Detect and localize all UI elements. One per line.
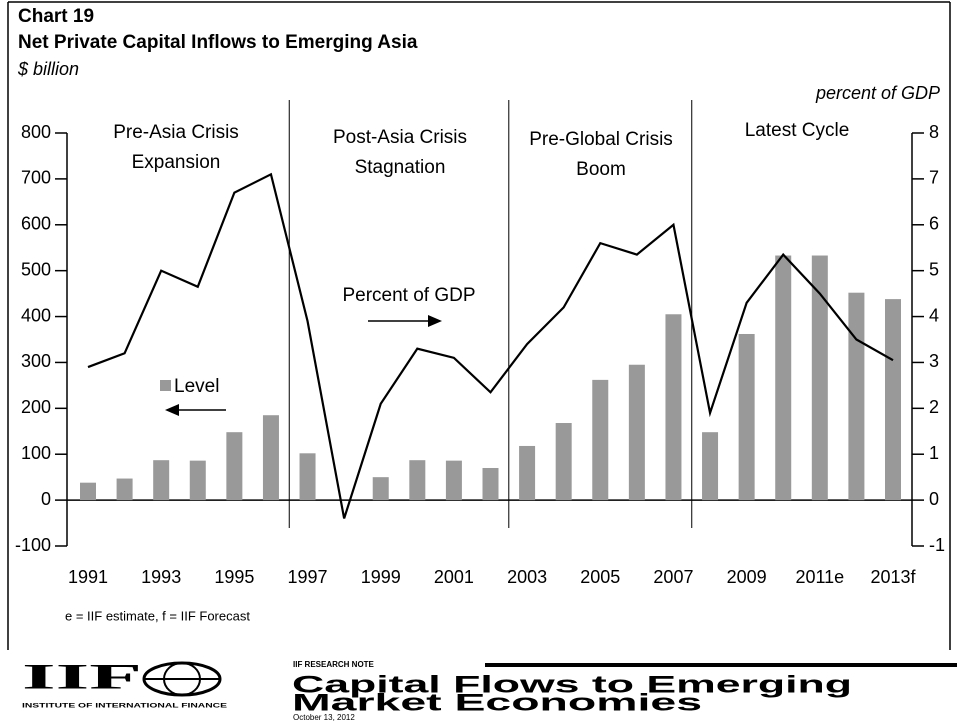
y-tick-label: 0 <box>41 489 51 509</box>
report-title: Capital Flows to Emerging <box>292 671 852 698</box>
report-date: October 13, 2012 <box>293 713 355 722</box>
x-tick-label: 1991 <box>68 567 108 587</box>
y-tick-label: 300 <box>21 351 51 371</box>
y-axis-label: $ billion <box>17 59 79 79</box>
legend-arrowhead <box>165 404 179 416</box>
section-label: Stagnation <box>355 157 446 178</box>
bar <box>592 379 609 501</box>
y-tick-label: 700 <box>21 168 51 188</box>
x-tick-label: 1993 <box>141 567 181 587</box>
section-label: Latest Cycle <box>745 120 850 141</box>
bar <box>482 467 499 501</box>
y2-tick-label: -1 <box>929 535 945 555</box>
section-label: Post-Asia Crisis <box>333 127 467 148</box>
x-tick-label: 2001 <box>434 567 474 587</box>
logo: IIF INSTITUTE OF INTERNATIONAL FINANCE <box>22 656 228 709</box>
y2-tick-label: 4 <box>929 305 939 325</box>
bar <box>262 415 279 501</box>
legend-label: Percent of GDP <box>342 285 475 306</box>
rule <box>485 663 957 667</box>
bar <box>372 477 389 501</box>
x-tick-label: 1999 <box>361 567 401 587</box>
y-tick-label: 200 <box>21 397 51 417</box>
x-tick-label: 2011e <box>795 567 844 587</box>
bar <box>702 432 719 501</box>
bar <box>519 445 536 501</box>
bar <box>116 478 133 501</box>
y2-tick-label: 2 <box>929 397 939 417</box>
x-tick-label: 2009 <box>727 567 767 587</box>
y-tick-label: 500 <box>21 259 51 279</box>
y-tick-label: -100 <box>15 535 51 555</box>
bar <box>80 482 96 501</box>
y2-axis-label: percent of GDP <box>815 83 940 103</box>
y2-tick-label: 3 <box>929 351 939 371</box>
footnote: e = IIF estimate, f = IIF Forecast <box>65 608 250 623</box>
bar <box>738 333 755 501</box>
chart-title: Net Private Capital Inflows to Emerging … <box>18 32 418 53</box>
bar <box>189 460 206 501</box>
note-label: IIF RESEARCH NOTE <box>293 660 375 669</box>
section-label: Boom <box>576 159 626 180</box>
legend-label: Level <box>174 376 219 397</box>
y2-tick-label: 5 <box>929 259 939 279</box>
y2-tick-label: 0 <box>929 489 939 509</box>
section-label: Expansion <box>132 152 221 173</box>
report-title: Market Economies <box>292 689 702 716</box>
x-tick-label: 2003 <box>507 567 547 587</box>
bar <box>555 423 572 501</box>
bar <box>811 255 828 501</box>
legend-arrowhead <box>428 315 442 327</box>
y-tick-label: 400 <box>21 305 51 325</box>
institute: INSTITUTE OF INTERNATIONAL FINANCE <box>22 703 228 710</box>
bar <box>628 364 645 501</box>
line <box>87 172 894 519</box>
bar <box>848 292 865 501</box>
y2-tick-label: 7 <box>929 168 939 188</box>
x-tick-label: 1995 <box>214 567 254 587</box>
section-label: Pre-Asia Crisis <box>113 122 239 143</box>
legend-swatch <box>160 380 171 391</box>
x-tick-label: 2013f <box>870 567 916 587</box>
x-tick-label: 1997 <box>288 567 328 587</box>
bar <box>445 460 462 501</box>
y2-tick-label: 6 <box>929 214 939 234</box>
x-tick-label: 2005 <box>580 567 620 587</box>
bar <box>153 460 170 501</box>
bar <box>665 314 682 501</box>
bar <box>775 255 792 501</box>
x-tick-label: 2007 <box>653 567 693 587</box>
y-tick-label: 100 <box>21 443 51 463</box>
bar <box>226 432 243 501</box>
bar <box>299 453 316 501</box>
chart-label: Chart 19 <box>18 6 94 27</box>
logo-text: IIF <box>22 656 142 696</box>
section-label: Pre-Global Crisis <box>529 129 673 150</box>
bar <box>409 460 426 501</box>
y-tick-label: 600 <box>21 214 51 234</box>
bar <box>885 299 901 501</box>
y2-tick-label: 1 <box>929 443 939 463</box>
y2-tick-label: 8 <box>929 122 939 142</box>
y-tick-label: 800 <box>21 122 51 142</box>
